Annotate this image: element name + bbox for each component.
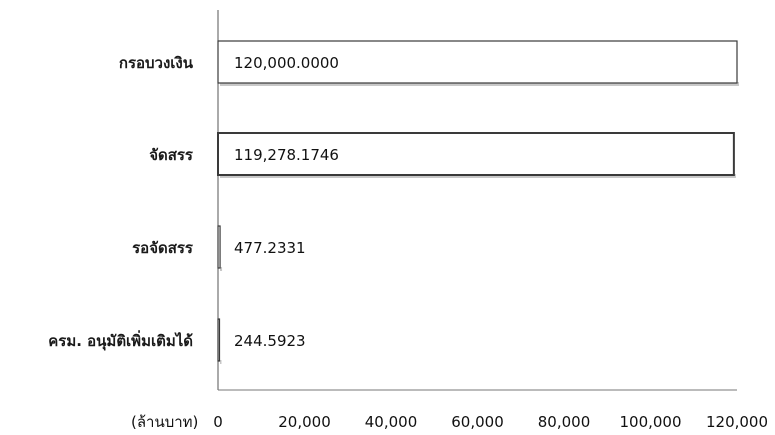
x-tick-label: 120,000 (706, 413, 768, 431)
bar-shadow (220, 82, 739, 86)
x-tick-label: 0 (213, 413, 223, 431)
bar (217, 318, 221, 362)
category-label: ครม. อนุมัติเพิ่มเติมได้ (48, 330, 193, 351)
bar (217, 225, 221, 269)
x-tick-label: 100,000 (619, 413, 681, 431)
bar-group: รอจัดสรร 477.2331 (132, 225, 306, 271)
data-label: 244.5923 (234, 332, 306, 350)
category-label: กรอบวงเงิน (119, 54, 194, 72)
x-tick-label: 80,000 (538, 413, 591, 431)
bar-group: ครม. อนุมัติเพิ่มเติมได้ 244.5923 (48, 318, 306, 364)
bars-layer: กรอบวงเงิน 120,000.0000 จัดสรร 119,278.1746… (48, 40, 739, 364)
bar (217, 40, 738, 84)
bar-group: จัดสรร 119,278.1746 (149, 132, 736, 178)
x-axis-unit-label: (ล้านบาท) (131, 413, 198, 431)
data-label: 477.2331 (234, 239, 306, 257)
x-tick-label: 20,000 (278, 413, 331, 431)
bar (217, 132, 735, 176)
x-axis-ticks: 0 20,000 40,000 60,000 80,000 100,000 120,000 (213, 413, 768, 431)
bar-group: กรอบวงเงิน 120,000.0000 (119, 40, 739, 86)
x-tick-label: 60,000 (451, 413, 504, 431)
category-label: จัดสรร (149, 146, 194, 164)
bar-shadow (220, 267, 223, 271)
category-label: รอจัดสรร (132, 239, 194, 257)
bar-shadow (220, 360, 222, 364)
data-label: 120,000.0000 (234, 54, 339, 72)
data-label: 119,278.1746 (234, 146, 339, 164)
x-tick-label: 40,000 (365, 413, 418, 431)
